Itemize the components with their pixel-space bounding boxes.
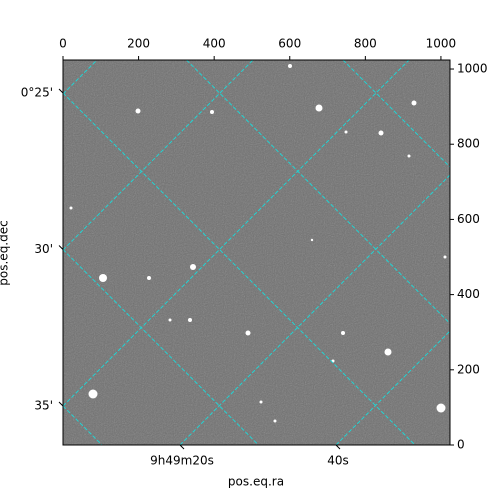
y-tick-label: 800 bbox=[457, 137, 480, 151]
dec-grid-line bbox=[186, 60, 450, 324]
x-tick-label: 800 bbox=[354, 37, 377, 51]
y-tick-label: 400 bbox=[457, 287, 480, 301]
ra-tick-label: 40s bbox=[327, 454, 349, 468]
dec-tick bbox=[58, 88, 64, 94]
world-grid bbox=[63, 60, 450, 445]
x-tick-label: 400 bbox=[203, 37, 226, 51]
dec-tick-label: 30' bbox=[34, 242, 53, 256]
dec-tick-label: 35' bbox=[34, 399, 53, 413]
y-tick-label: 0 bbox=[457, 438, 465, 452]
ra-tick bbox=[335, 444, 341, 450]
plot-frame bbox=[62, 59, 451, 446]
ra-grid-line bbox=[335, 330, 450, 445]
x-tick-label: 1000 bbox=[426, 37, 457, 51]
dec-tick-label: 0°25' bbox=[21, 86, 53, 100]
dec-grid-line bbox=[63, 249, 259, 445]
dec-grid-line bbox=[342, 60, 450, 168]
ra-tick bbox=[179, 444, 185, 450]
ra-grid-line bbox=[63, 60, 98, 95]
dec-tick bbox=[58, 245, 64, 250]
dec-grid-line bbox=[63, 92, 416, 445]
ra-grid-line bbox=[63, 60, 254, 251]
ra-tick-label: 9h49m20s bbox=[150, 454, 214, 468]
y-tick-label: 200 bbox=[457, 362, 480, 376]
sky-image bbox=[63, 60, 450, 445]
x-tick-label: 600 bbox=[278, 37, 301, 51]
y-tick-label: 600 bbox=[457, 212, 480, 226]
ra-grid-line bbox=[63, 60, 410, 407]
x-axis-label: pos.eq.ra bbox=[228, 475, 284, 489]
x-tick-label: 200 bbox=[127, 37, 150, 51]
y-tick-label: 1000 bbox=[457, 62, 488, 76]
x-tick-label: 0 bbox=[59, 37, 67, 51]
y-axis-label: pos.eq.dec bbox=[0, 220, 11, 285]
dec-grid-line bbox=[63, 405, 103, 445]
dec-tick bbox=[58, 401, 64, 407]
ra-grid-line bbox=[179, 174, 450, 445]
